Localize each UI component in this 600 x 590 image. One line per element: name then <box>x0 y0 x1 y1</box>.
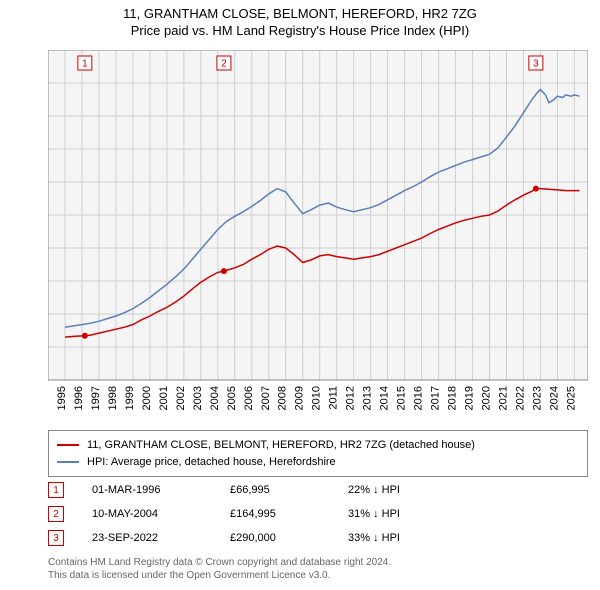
svg-text:2025: 2025 <box>565 386 577 410</box>
legend-label: 11, GRANTHAM CLOSE, BELMONT, HEREFORD, H… <box>87 437 475 454</box>
marker-badge-number: 2 <box>53 509 59 520</box>
marker-badge-number: 1 <box>53 485 59 496</box>
title-line-1: 11, GRANTHAM CLOSE, BELMONT, HEREFORD, H… <box>0 6 600 23</box>
svg-text:1995: 1995 <box>56 386 68 410</box>
legend: 11, GRANTHAM CLOSE, BELMONT, HEREFORD, H… <box>48 430 588 477</box>
svg-text:2016: 2016 <box>413 386 425 410</box>
svg-text:1999: 1999 <box>124 386 136 410</box>
marker-diff: 22% ↓ HPI <box>348 484 400 496</box>
line-chart: £0£50K£100K£150K£200K£250K£300K£350K£400… <box>48 50 588 420</box>
svg-text:2014: 2014 <box>379 386 391 410</box>
svg-text:2004: 2004 <box>209 386 221 410</box>
attribution: Contains HM Land Registry data © Crown c… <box>48 556 588 582</box>
svg-text:2010: 2010 <box>311 386 323 410</box>
marker-diff: 31% ↓ HPI <box>348 508 400 520</box>
svg-text:1: 1 <box>82 59 88 70</box>
attribution-line-2: This data is licensed under the Open Gov… <box>48 569 588 582</box>
marker-date: 01-MAR-1996 <box>92 484 202 496</box>
marker-price: £66,995 <box>230 484 320 496</box>
svg-text:2019: 2019 <box>464 386 476 410</box>
svg-text:2017: 2017 <box>430 386 442 410</box>
svg-text:2008: 2008 <box>277 386 289 410</box>
marker-price: £290,000 <box>230 532 320 544</box>
svg-text:2001: 2001 <box>158 386 170 410</box>
svg-text:1996: 1996 <box>73 386 85 410</box>
legend-label: HPI: Average price, detached house, Here… <box>87 454 336 471</box>
legend-swatch <box>57 444 79 446</box>
svg-text:2011: 2011 <box>328 386 340 410</box>
svg-text:1994: 1994 <box>48 386 51 410</box>
svg-text:2003: 2003 <box>192 386 204 410</box>
marker-badge: 2 <box>48 506 64 522</box>
marker-note-2: 2 10-MAY-2004 £164,995 31% ↓ HPI <box>48 502 588 526</box>
svg-text:2012: 2012 <box>345 386 357 410</box>
marker-notes: 1 01-MAR-1996 £66,995 22% ↓ HPI 2 10-MAY… <box>48 478 588 550</box>
marker-note-1: 1 01-MAR-1996 £66,995 22% ↓ HPI <box>48 478 588 502</box>
svg-text:3: 3 <box>533 59 539 70</box>
svg-text:2020: 2020 <box>481 386 493 410</box>
marker-note-3: 3 23-SEP-2022 £290,000 33% ↓ HPI <box>48 526 588 550</box>
marker-badge: 3 <box>48 530 64 546</box>
svg-text:2015: 2015 <box>396 386 408 410</box>
svg-text:2002: 2002 <box>175 386 187 410</box>
marker-date: 10-MAY-2004 <box>92 508 202 520</box>
svg-text:2009: 2009 <box>294 386 306 410</box>
svg-text:2024: 2024 <box>548 386 560 410</box>
svg-text:2: 2 <box>221 59 227 70</box>
legend-swatch <box>57 461 79 463</box>
svg-text:2021: 2021 <box>497 386 509 410</box>
marker-date: 23-SEP-2022 <box>92 532 202 544</box>
chart-title-block: 11, GRANTHAM CLOSE, BELMONT, HEREFORD, H… <box>0 0 600 40</box>
marker-price: £164,995 <box>230 508 320 520</box>
marker-diff: 33% ↓ HPI <box>348 532 400 544</box>
legend-item-property: 11, GRANTHAM CLOSE, BELMONT, HEREFORD, H… <box>57 437 579 454</box>
svg-text:2000: 2000 <box>141 386 153 410</box>
svg-text:2023: 2023 <box>531 386 543 410</box>
svg-text:2022: 2022 <box>514 386 526 410</box>
title-line-2: Price paid vs. HM Land Registry's House … <box>0 23 600 40</box>
chart-area: £0£50K£100K£150K£200K£250K£300K£350K£400… <box>48 50 588 420</box>
svg-text:1998: 1998 <box>107 386 119 410</box>
svg-text:2005: 2005 <box>226 386 238 410</box>
legend-item-hpi: HPI: Average price, detached house, Here… <box>57 454 579 471</box>
svg-text:2006: 2006 <box>243 386 255 410</box>
svg-text:2018: 2018 <box>447 386 459 410</box>
svg-text:2007: 2007 <box>260 386 272 410</box>
marker-badge: 1 <box>48 482 64 498</box>
attribution-line-1: Contains HM Land Registry data © Crown c… <box>48 556 588 569</box>
svg-text:1997: 1997 <box>90 386 102 410</box>
marker-badge-number: 3 <box>53 533 59 544</box>
svg-text:2013: 2013 <box>362 386 374 410</box>
